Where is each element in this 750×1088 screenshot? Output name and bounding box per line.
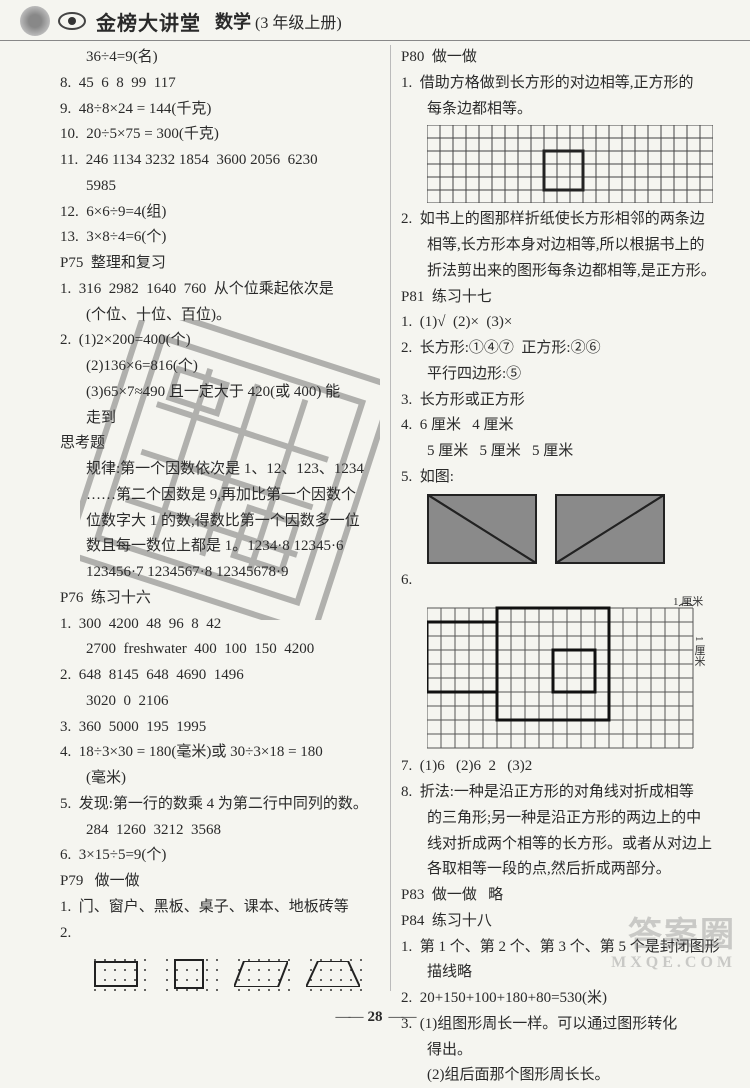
text-line: 1. 300 4200 48 96 8 42 [60,612,380,637]
text-line: 2. [60,921,380,946]
text-line: 相等,长方形本身对边相等,所以根据书上的 [401,233,730,258]
text-line: 2. (1)2×200=400(个) [60,328,380,353]
text-line: 2. 如书上的图那样折纸使长方形相邻的两条边 [401,207,730,232]
text-line: 1. 门、窗户、黑板、桌子、课本、地板砖等 [60,895,380,920]
text-line: 3. 长方形或正方形 [401,388,730,413]
site-watermark: 答案圈 MXQE.COM [611,917,736,972]
dotted-shapes-row [86,951,380,997]
text-line: 1. 316 2982 1640 760 从个位乘起依次是 [60,277,380,302]
text-line: 1. (1)√ (2)× (3)× [401,310,730,335]
text-line: 4. 6 厘米 4 厘米 [401,413,730,438]
text-line: 36÷4=9(名) [60,45,380,70]
text-line: 5. 发现:第一行的数乘 4 为第二行中同列的数。 [60,792,380,817]
text-line: 1. 借助方格做到长方形的对边相等,正方形的 [401,71,730,96]
text-line: 13. 3×8÷4=6(个) [60,225,380,250]
text-line: 每条边都相等。 [401,97,730,122]
text-line: P75 整理和复习 [60,251,380,276]
text-line: 平行四边形:⑤ [401,362,730,387]
text-line: 位数字大 1 的数,得数比第一个因数多一位 [60,509,380,534]
text-line: 5 厘米 5 厘米 5 厘米 [401,439,730,464]
text-line: 8. 折法:一种是沿正方形的对角线对折成相等 [401,780,730,805]
text-line: P76 练习十六 [60,586,380,611]
grid-figure-p80 [427,125,730,203]
page-header: 金榜大讲堂 数学 (3 年级上册) [0,0,750,41]
text-line: 10. 20÷5×75 = 300(千克) [60,122,380,147]
left-column: 36÷4=9(名)8. 45 6 8 99 1179. 48÷8×24 = 14… [60,45,390,991]
mascot-logo-icon [20,6,50,36]
dot-grid-rect [86,951,148,997]
subject-title: 数学 [215,8,251,34]
text-line: 走到 [60,406,380,431]
dot-grid-trapezoid [302,951,364,997]
text-line: 3. 360 5000 195 1995 [60,715,380,740]
dot-grid-parallelogram [230,951,292,997]
text-line: 思考题 [60,431,380,456]
text-line: (2)组后面那个图形周长长。 [401,1063,730,1088]
brand-title: 金榜大讲堂 [96,7,201,36]
triangle-figures [427,494,730,564]
svg-text:1 厘米: 1 厘米 [693,636,706,667]
text-line: 各取相等一段的点,然后折成两部分。 [401,857,730,882]
text-line: 8. 45 6 8 99 117 [60,71,380,96]
text-line: 9. 48÷8×24 = 144(千克) [60,97,380,122]
text-line: 线对折成两个相等的长方形。或者从对边上 [401,832,730,857]
text-line: 4. 18÷3×30 = 180(毫米)或 30÷3×18 = 180 [60,740,380,765]
svg-text:1 厘米: 1 厘米 [673,596,703,608]
text-line: 2700 freshwater 400 100 150 4200 [60,637,380,662]
text-line: 12. 6×6÷9=4(组) [60,200,380,225]
text-line: P81 练习十七 [401,285,730,310]
grade-label: (3 年级上册) [255,9,342,33]
content-columns: 36÷4=9(名)8. 45 6 8 99 1179. 48÷8×24 = 14… [0,41,750,991]
watermark-url: MXQE.COM [611,954,736,972]
text-line: P83 做一做 略 [401,883,730,908]
text-line: 3020 0 2106 [60,689,380,714]
text-line: 数且每一数位上都是 1。1234·8 12345·6 [60,534,380,559]
text-line: 的三角形;另一种是沿正方形的两边上的中 [401,806,730,831]
text-line: (2)136×6=816(个) [60,354,380,379]
text-line: 2. 长方形:①④⑦ 正方形:②⑥ [401,336,730,361]
grid-figure-p81-6: 1 厘米 1 厘米 [427,596,730,750]
text-line: 2. 20+150+100+180+80=530(米) [401,986,730,1011]
text-line: P79 做一做 [60,869,380,894]
text-line: 6. 3×15÷5=9(个) [60,843,380,868]
text-line: 5. 如图: [401,465,730,490]
text-line: 6. [401,568,730,593]
text-line: 规律:第一个因数依次是 1、12、123、1234 [60,457,380,482]
text-line: 284 1260 3212 3568 [60,818,380,843]
eye-icon [58,12,86,30]
text-line: 折法剪出来的图形每条边都相等,是正方形。 [401,259,730,284]
text-line: 5985 [60,174,380,199]
dot-grid-square [158,951,220,997]
text-line: 123456·7 1234567·8 12345678·9 [60,560,380,585]
text-line: (毫米) [60,766,380,791]
page-number: 28 [0,1009,750,1026]
text-line: 2. 648 8145 648 4690 1496 [60,663,380,688]
text-line: 7. (1)6 (2)6 2 (3)2 [401,754,730,779]
text-line: (个位、十位、百位)。 [60,303,380,328]
right-column: P80 做一做1. 借助方格做到长方形的对边相等,正方形的每条边都相等。 2. 如… [390,45,730,991]
text-line: P80 做一做 [401,45,730,70]
text-line: 得出。 [401,1038,730,1063]
watermark-brand: 答案圈 [628,917,736,954]
text-line: ……第二个因数是 9,再加比第一个因数个 [60,483,380,508]
text-line: (3)65×7≈490 且一定大于 420(或 400) 能 [60,380,380,405]
text-line: 11. 246 1134 3232 1854 3600 2056 6230 [60,148,380,173]
